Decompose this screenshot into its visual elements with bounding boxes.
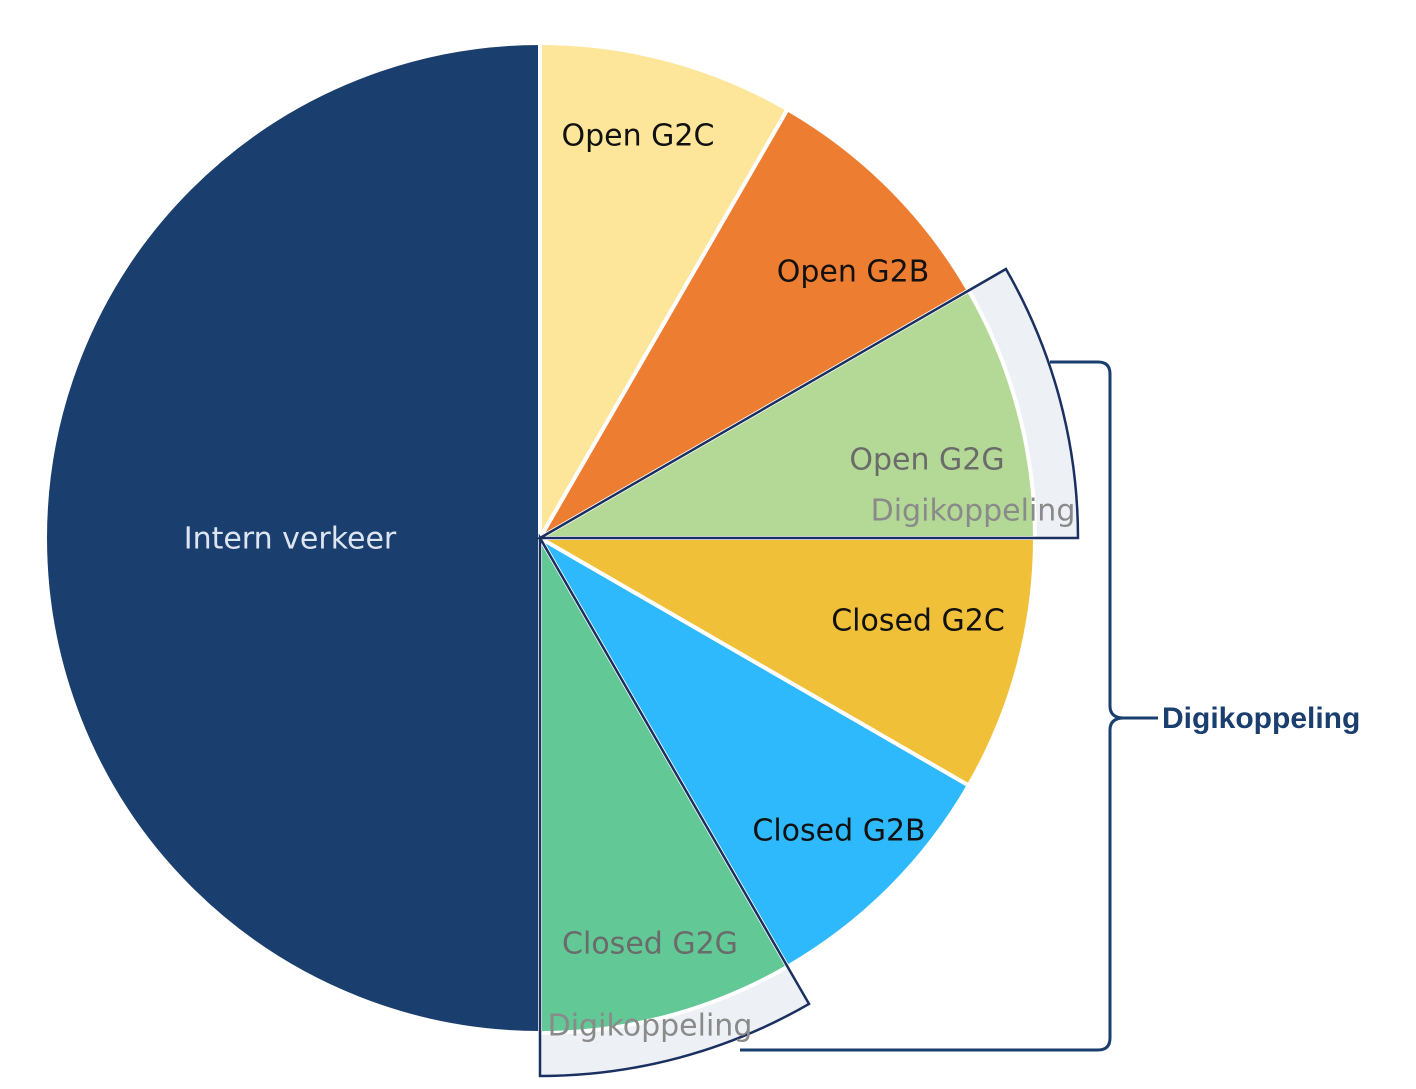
slice-closed-g2b xyxy=(538,536,971,969)
pie-slices xyxy=(43,41,1037,1035)
sublabel-open-g2g: Digikoppeling xyxy=(871,494,1076,529)
slice-intern-verkeer xyxy=(43,41,543,1035)
label-closed-g2g: Closed G2G xyxy=(562,927,738,962)
label-closed-g2b: Closed G2B xyxy=(752,814,925,849)
slice-open-g2c xyxy=(538,41,790,540)
slice-closed-g2g xyxy=(538,536,790,1035)
open-g2g-highlight-outline xyxy=(535,267,1080,540)
label-open-g2c: Open G2C xyxy=(562,119,715,154)
slice-labels: Intern verkeer Open G2C Open G2B Open G2G Di… xyxy=(184,119,1076,1044)
label-open-g2g: Open G2G xyxy=(849,443,1004,478)
label-open-g2b: Open G2B xyxy=(777,255,930,290)
digikoppeling-brace: Digikoppeling xyxy=(740,360,1360,1052)
highlight-outlines xyxy=(535,267,1080,1078)
label-closed-g2c: Closed G2C xyxy=(831,604,1005,639)
slice-open-g2g xyxy=(538,288,1037,541)
label-intern-verkeer: Intern verkeer xyxy=(184,522,397,557)
brace-label: Digikoppeling xyxy=(1162,702,1360,735)
brace-line xyxy=(740,360,1158,1052)
sublabel-closed-g2g: Digikoppeling xyxy=(548,1009,753,1044)
slice-closed-g2c xyxy=(538,536,1037,788)
closed-g2g-highlight-outline xyxy=(538,533,811,1078)
slice-open-g2b xyxy=(538,107,971,540)
